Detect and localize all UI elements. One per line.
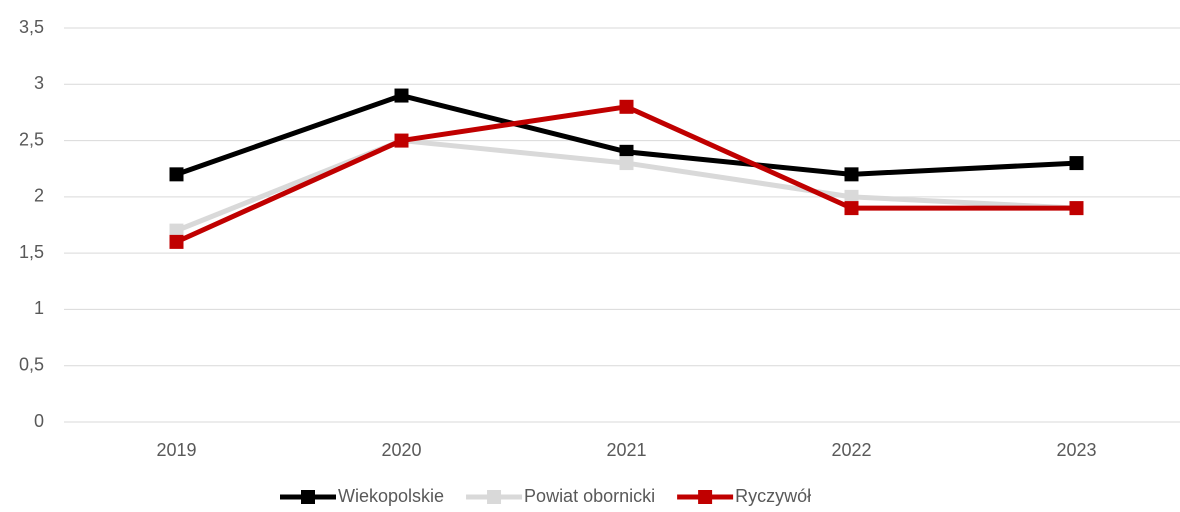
legend-label: Powiat obornicki [524, 486, 655, 506]
data-point [169, 234, 184, 249]
x-tick-label: 2022 [831, 440, 871, 460]
data-point [844, 167, 859, 182]
data-point [619, 156, 634, 171]
data-point [394, 133, 409, 148]
x-tick-label: 2023 [1056, 440, 1096, 460]
x-tick-label: 2021 [606, 440, 646, 460]
legend-marker [301, 490, 315, 504]
data-point [844, 189, 859, 204]
legend-marker [487, 490, 502, 504]
data-point [394, 88, 409, 103]
x-tick-label: 2019 [156, 440, 196, 460]
legend-label: Ryczywół [735, 486, 811, 506]
data-point [619, 99, 634, 114]
y-tick-label: 3 [34, 73, 44, 93]
y-tick-label: 1,5 [19, 242, 44, 262]
data-point [1069, 156, 1084, 171]
y-tick-label: 2,5 [19, 129, 44, 149]
data-point [1069, 201, 1084, 216]
data-point [844, 201, 859, 216]
data-point [619, 144, 634, 159]
y-tick-label: 1 [34, 298, 44, 318]
y-tick-label: 0 [34, 411, 44, 431]
x-tick-label: 2020 [381, 440, 421, 460]
data-point [169, 167, 184, 182]
y-tick-label: 2 [34, 186, 44, 206]
legend-marker [698, 490, 713, 504]
legend-label: Wiekopolskie [338, 486, 444, 506]
data-point [169, 223, 184, 238]
y-tick-label: 3,5 [19, 17, 44, 37]
y-tick-label: 0,5 [19, 354, 44, 374]
